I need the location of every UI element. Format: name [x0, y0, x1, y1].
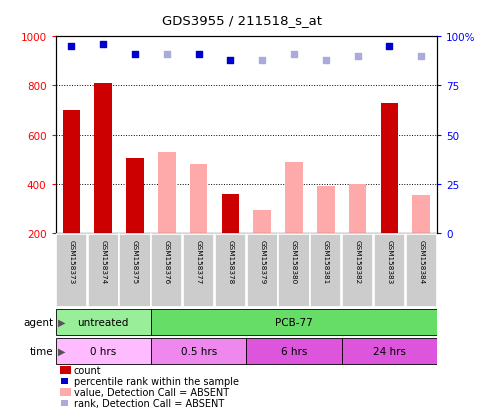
Bar [254, 210, 271, 233]
Bar [151, 309, 437, 335]
Bar [285, 162, 303, 233]
Bar [374, 234, 405, 307]
Bar [126, 159, 144, 233]
Text: GSM158375: GSM158375 [132, 239, 138, 283]
Bar [222, 194, 239, 233]
Bar [215, 234, 246, 307]
Text: GSM158381: GSM158381 [323, 239, 329, 283]
Point [417, 54, 425, 60]
Bar [190, 165, 207, 233]
Text: count: count [74, 366, 101, 375]
Text: GSM158373: GSM158373 [69, 239, 74, 283]
Text: rank, Detection Call = ABSENT: rank, Detection Call = ABSENT [74, 398, 224, 408]
Bar [342, 234, 373, 307]
Text: GSM158376: GSM158376 [164, 239, 170, 283]
Text: 24 hrs: 24 hrs [373, 346, 406, 356]
Text: 0 hrs: 0 hrs [90, 346, 116, 356]
Text: ▶: ▶ [58, 346, 66, 356]
Text: value, Detection Call = ABSENT: value, Detection Call = ABSENT [74, 387, 229, 397]
Text: PCB-77: PCB-77 [275, 317, 313, 327]
Text: GSM158382: GSM158382 [355, 239, 361, 283]
Bar [151, 234, 183, 307]
Bar [381, 103, 398, 233]
Bar [406, 234, 437, 307]
Point [290, 52, 298, 58]
Text: GSM158383: GSM158383 [386, 239, 392, 283]
Text: ▶: ▶ [58, 317, 66, 327]
Bar [119, 234, 151, 307]
Bar [317, 187, 335, 233]
Bar [56, 309, 151, 335]
Text: GSM158377: GSM158377 [196, 239, 201, 283]
Text: GSM158374: GSM158374 [100, 239, 106, 283]
Point [68, 44, 75, 50]
Text: agent: agent [23, 317, 53, 327]
Bar [56, 338, 151, 364]
Bar [246, 338, 342, 364]
Text: 6 hrs: 6 hrs [281, 346, 307, 356]
Point [258, 57, 266, 64]
Point [163, 52, 170, 58]
Point [131, 52, 139, 58]
Bar [56, 234, 87, 307]
Point [195, 52, 202, 58]
Point [322, 57, 330, 64]
Text: time: time [29, 346, 53, 356]
Text: GSM158384: GSM158384 [418, 239, 424, 283]
Bar [342, 338, 437, 364]
Text: untreated: untreated [78, 317, 129, 327]
Point [99, 42, 107, 48]
Bar [151, 338, 246, 364]
Bar [95, 84, 112, 233]
Point [354, 54, 361, 60]
Bar [412, 195, 430, 233]
Bar [63, 111, 80, 233]
Point [385, 44, 393, 50]
Text: GDS3955 / 211518_s_at: GDS3955 / 211518_s_at [161, 14, 322, 27]
Text: 0.5 hrs: 0.5 hrs [181, 346, 217, 356]
Bar [183, 234, 214, 307]
Text: GSM158380: GSM158380 [291, 239, 297, 283]
Text: percentile rank within the sample: percentile rank within the sample [74, 376, 239, 386]
Bar [349, 184, 367, 233]
Bar [87, 234, 119, 307]
Bar [158, 152, 176, 233]
Point [227, 57, 234, 64]
Bar [247, 234, 278, 307]
Bar [278, 234, 310, 307]
Text: GSM158379: GSM158379 [259, 239, 265, 283]
Text: GSM158378: GSM158378 [227, 239, 233, 283]
Bar [310, 234, 341, 307]
